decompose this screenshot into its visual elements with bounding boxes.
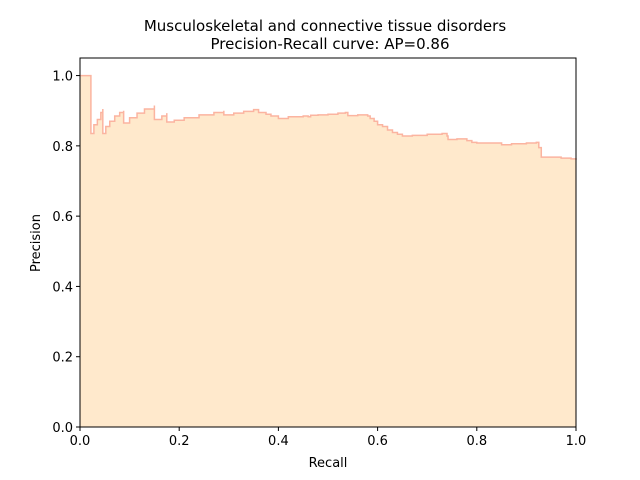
axes-frame — [79, 57, 577, 428]
y-axis-label: Precision — [29, 214, 44, 272]
plot-area — [80, 74, 577, 428]
y-tick-label: 0.8 — [52, 140, 73, 155]
y-tick-label: 1.0 — [52, 70, 73, 85]
x-tick-label: 0.6 — [367, 434, 388, 449]
y-tick-label: 0.2 — [52, 351, 73, 366]
y-tick-label: 0.4 — [52, 280, 73, 295]
x-axis-label: Recall — [309, 456, 348, 471]
x-tick-label: 0.0 — [70, 434, 91, 449]
y-tick-label: 0.6 — [52, 210, 73, 225]
x-tick-label: 1.0 — [566, 434, 587, 449]
x-tick-label: 0.8 — [466, 434, 487, 449]
axes: 0.0 0.2 0.4 0.6 0.8 1.0 0.0 0.2 0.4 0.6 0.8 1.0 — [52, 57, 587, 449]
y-tick-label: 0.0 — [52, 421, 73, 436]
pr-area-fill — [80, 75, 576, 428]
x-tick-label: 0.2 — [169, 434, 190, 449]
pr-curve-line — [80, 74, 577, 160]
chart-title-line1: Musculoskeletal and connective tissue di… — [144, 17, 506, 35]
x-tick-label: 0.4 — [268, 434, 289, 449]
chart-title-line2: Precision-Recall curve: AP=0.86 — [211, 35, 450, 53]
